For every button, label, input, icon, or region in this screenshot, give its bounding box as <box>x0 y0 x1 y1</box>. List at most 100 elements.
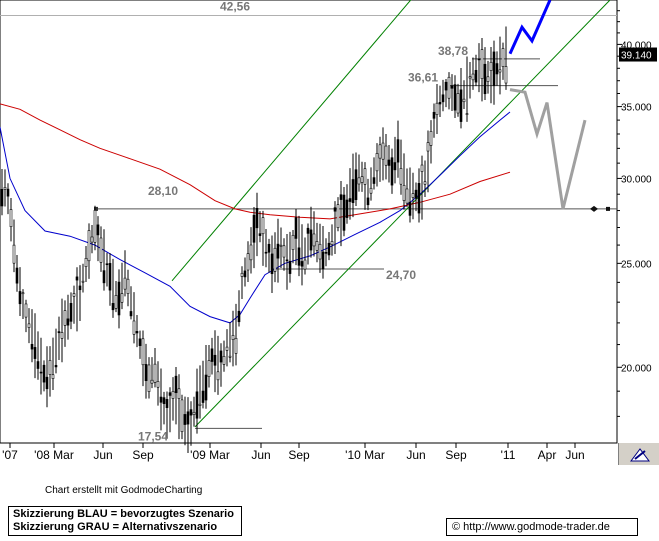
price-candle <box>126 278 130 294</box>
x-tick-label: Sep <box>445 448 467 462</box>
scenario-sketches <box>508 0 587 210</box>
price-candle <box>462 98 466 103</box>
price-candle <box>321 251 325 270</box>
price-candle <box>249 244 253 261</box>
price-candle <box>150 379 154 384</box>
channel-upper-line <box>171 0 412 282</box>
price-candle <box>57 331 61 334</box>
price-candle <box>267 243 271 253</box>
price-candle <box>120 293 124 303</box>
price-candle <box>135 331 139 334</box>
price-candle <box>471 73 475 81</box>
price-candle <box>48 360 52 375</box>
price-candle <box>102 270 106 284</box>
price-candle <box>177 388 181 399</box>
price-candle <box>183 414 187 425</box>
price-candle <box>405 188 409 204</box>
series-line-2 <box>508 0 552 55</box>
price-candle <box>486 76 490 82</box>
last-price-label: 39.140 <box>621 51 652 62</box>
price-candle <box>285 259 289 262</box>
price-candle <box>222 356 226 365</box>
series-line-3 <box>509 88 587 210</box>
y-tick-label: 20.000 <box>621 363 652 374</box>
price-candle <box>159 396 163 403</box>
price-candle <box>27 323 31 328</box>
price-candle <box>414 189 418 199</box>
price-candle <box>423 181 427 185</box>
price-candle <box>288 260 292 274</box>
price-candle <box>6 188 10 197</box>
price-candle <box>0 189 4 207</box>
price-candle <box>213 354 217 366</box>
price-candle <box>75 276 79 281</box>
price-candle <box>333 207 337 212</box>
price-candle <box>357 177 361 185</box>
price-candle <box>114 295 118 309</box>
price-candle <box>318 243 322 260</box>
x-tick-label: Jun <box>565 448 584 462</box>
price-candle <box>33 347 37 359</box>
price-candle <box>474 69 478 83</box>
scenario-target-marker <box>590 205 598 212</box>
price-candle <box>312 233 316 247</box>
price-candle <box>66 318 70 326</box>
price-candle <box>408 201 412 216</box>
price-candle <box>273 247 277 272</box>
price-candle <box>348 198 352 202</box>
x-tick-label: Sep <box>132 448 154 462</box>
price-candle <box>477 58 481 61</box>
price-candle <box>261 217 265 235</box>
price-candle <box>165 399 169 408</box>
price-candle <box>84 258 88 268</box>
price-candle <box>441 94 445 103</box>
price-candle <box>72 293 76 297</box>
price-candle <box>12 244 16 264</box>
price-candle <box>60 332 64 339</box>
price-candle <box>156 381 160 388</box>
price-candle <box>234 338 238 354</box>
channel-lower-line <box>194 0 611 428</box>
price-candle <box>483 63 487 95</box>
price-candle <box>369 187 373 194</box>
price-candle <box>492 51 496 87</box>
series-line-0 <box>0 111 511 324</box>
price-candle <box>264 251 268 254</box>
price-candle <box>417 183 421 214</box>
price-candle <box>342 194 346 231</box>
price-candle <box>186 411 190 425</box>
x-tick-label: Jun <box>406 448 425 462</box>
price-candle <box>123 277 127 290</box>
price-candle <box>324 252 328 254</box>
x-tick-label: '11 <box>501 448 516 462</box>
price-candle <box>276 243 280 259</box>
price-candle <box>300 261 304 267</box>
price-candle <box>132 320 136 335</box>
price-candle <box>306 227 310 234</box>
price-candle <box>489 61 493 71</box>
plot-area <box>0 0 618 444</box>
price-candle <box>426 142 430 152</box>
price-candle <box>450 85 454 89</box>
x-tick-label: '10 Mar <box>345 448 385 462</box>
price-candle <box>327 242 331 256</box>
price-candle <box>111 303 115 311</box>
price-candle <box>141 338 145 366</box>
price-candle <box>447 76 451 99</box>
y-tick-label: 25.000 <box>621 259 652 270</box>
x-tick-label: Jun <box>93 448 112 462</box>
price-candle <box>228 355 232 358</box>
price-candle <box>429 131 433 146</box>
website-link[interactable]: © http://www.godmode-trader.de <box>446 518 638 536</box>
chart-menu-button[interactable] <box>618 443 659 465</box>
price-candle <box>39 371 43 374</box>
price-candle <box>432 111 436 119</box>
price-candle <box>21 292 25 295</box>
price-candle <box>399 168 403 185</box>
price-candle <box>171 391 175 399</box>
last-price-box <box>619 47 657 62</box>
website-url: http://www.godmode-trader.de <box>463 521 610 533</box>
price-candle <box>51 374 55 379</box>
price-candle <box>30 344 34 350</box>
